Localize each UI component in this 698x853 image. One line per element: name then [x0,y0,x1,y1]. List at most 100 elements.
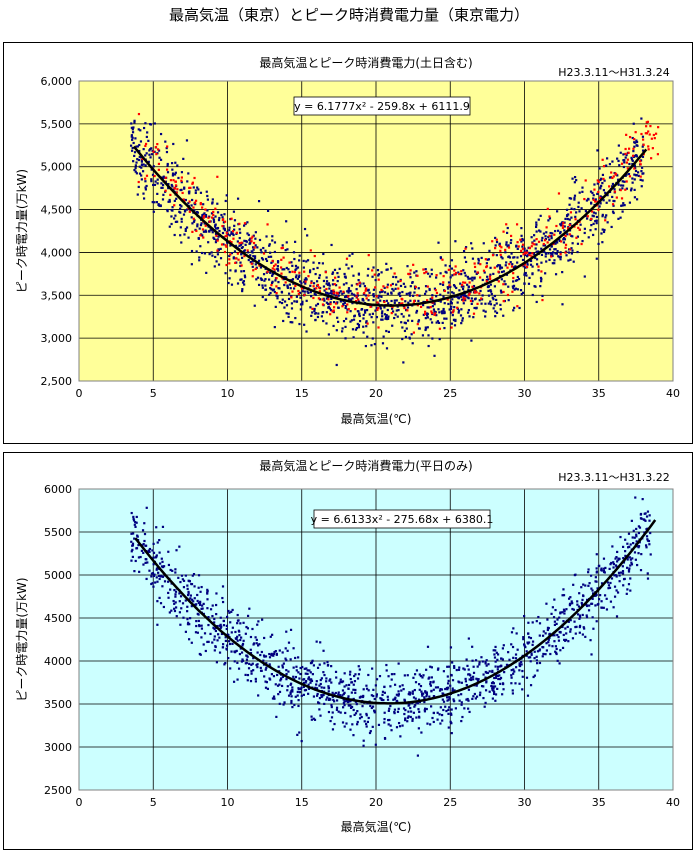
data-point [628,175,632,178]
data-point [337,691,340,694]
data-point [407,693,410,696]
data-point [203,214,206,218]
data-point [442,309,445,312]
data-point [175,191,178,194]
data-point [202,236,205,239]
data-point [285,678,288,681]
data-point [462,296,465,299]
data-point [393,710,396,714]
data-point [545,226,548,229]
data-point [466,697,469,701]
data-point [497,264,500,267]
data-point [554,242,557,245]
data-point [547,252,550,255]
data-point [536,650,540,653]
data-point [314,272,317,276]
data-point [567,597,571,600]
data-point [482,242,485,245]
data-point [166,164,169,167]
data-point [613,595,617,598]
data-point [377,278,380,281]
data-point [417,320,420,323]
data-point [594,200,597,203]
data-point [548,644,551,647]
data-point [153,174,156,178]
data-point [600,232,603,235]
data-point [615,196,618,199]
data-point [257,200,261,203]
data-point [205,271,208,274]
data-point [482,685,485,688]
data-point [285,304,289,307]
data-point [344,711,347,715]
data-point [494,310,497,313]
data-point [494,693,498,696]
data-point [462,294,466,298]
data-point [156,148,160,151]
data-point [240,270,243,273]
data-point [175,197,178,200]
data-point [621,545,625,548]
data-point [522,638,525,641]
data-point [289,692,292,695]
data-point [225,615,229,619]
data-point [441,719,444,722]
data-point [367,689,370,692]
data-point [284,281,287,284]
data-point [439,688,442,691]
data-point [175,615,178,618]
data-point [178,545,181,548]
data-point [489,277,492,281]
data-point [248,662,251,665]
data-point [413,705,416,708]
data-point [516,256,519,259]
data-point [462,269,465,272]
data-point [291,279,294,282]
data-point [474,697,477,700]
data-point [190,216,193,219]
data-point [512,627,515,630]
data-point [467,277,470,280]
data-point [243,249,246,252]
data-point [616,591,620,594]
data-point [581,633,584,636]
data-point [354,328,358,331]
data-point [428,275,432,278]
data-point [511,689,514,692]
data-point [589,190,593,193]
data-point [305,330,308,333]
data-point [411,717,414,721]
data-point [591,191,594,195]
data-point [600,606,604,609]
data-point [408,693,412,696]
data-point [652,133,655,137]
data-point [529,684,533,687]
data-point [610,225,613,229]
data-point [298,691,302,694]
data-point [218,651,222,654]
data-point [193,176,196,180]
data-point [216,211,220,214]
data-point [239,243,243,246]
data-point [304,672,307,675]
data-point [625,173,628,176]
y-tick-label: 3500 [44,698,72,711]
data-point [244,673,247,677]
data-point [191,230,194,233]
data-point [341,694,344,697]
data-point [138,570,141,573]
data-point [252,234,255,237]
data-point [494,244,497,247]
data-point [174,180,177,183]
data-point [432,680,435,683]
data-point [320,315,323,318]
data-point [510,239,513,242]
data-point [472,678,475,681]
data-point [151,173,155,176]
data-point [199,203,202,206]
data-point [286,285,289,288]
data-point [323,299,326,302]
data-point [271,239,274,242]
y-axis-label: ピーク時電力量(万kW) [15,577,29,701]
data-point [585,604,589,608]
